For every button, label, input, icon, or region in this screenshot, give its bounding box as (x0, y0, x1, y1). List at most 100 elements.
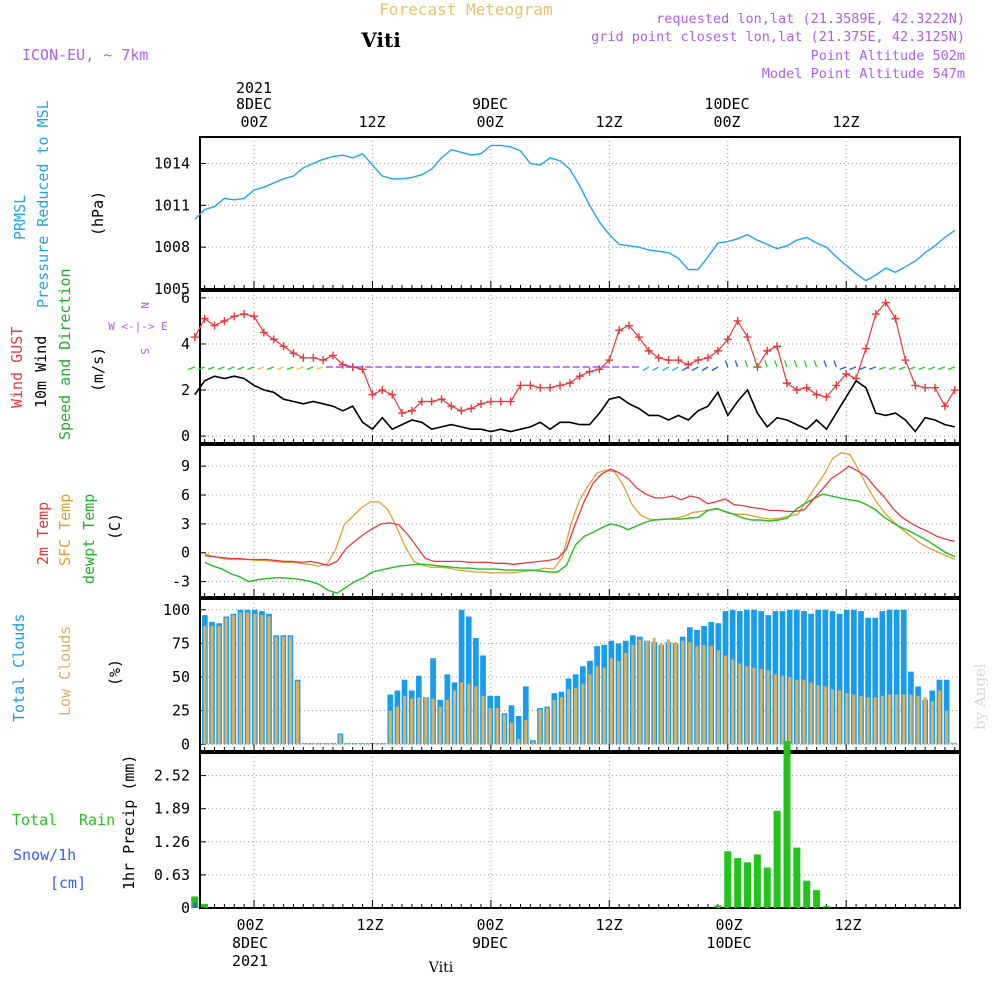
wind-direction-arrow (296, 366, 304, 371)
low-clouds-bar (873, 697, 877, 745)
wind-direction-arrow (672, 366, 679, 372)
low-clouds-bar (745, 666, 749, 745)
low-clouds-bar (602, 667, 606, 745)
temp-2m-line (204, 465, 955, 566)
low-clouds-bar (402, 695, 407, 745)
low-clouds-bar (638, 639, 642, 745)
wind-direction-arrow (257, 366, 265, 371)
wind-direction-arrow (813, 360, 818, 368)
low-clouds-bar (324, 742, 328, 745)
bottom-hour-label: 00Z (476, 916, 503, 934)
gust-line (194, 301, 956, 414)
low-clouds-bar (481, 695, 485, 745)
low-clouds-bar (880, 695, 884, 745)
low-clouds-bar (410, 698, 414, 745)
low-clouds-bar (609, 658, 613, 745)
panel-frame (199, 752, 961, 909)
y-tick-label: 100 (163, 601, 190, 619)
low-clouds-bar (210, 625, 214, 745)
gust-marker (457, 406, 466, 415)
gust-marker (555, 381, 564, 390)
wind-direction-arrow (803, 360, 808, 368)
bottom-day-label: 10DEC (706, 934, 751, 952)
wind-direction-arrow (681, 366, 689, 372)
low-clouds-bar (545, 707, 549, 745)
rain-bar (191, 896, 199, 908)
bottom-hour-label: 12Z (356, 916, 383, 934)
wind-direction-arrow (833, 360, 837, 368)
gust-marker (516, 381, 525, 390)
low-clouds-bar (360, 742, 364, 745)
low-clouds-bar (695, 646, 699, 745)
wind-direction-arrow (691, 366, 699, 372)
low-clouds-bar (331, 742, 335, 745)
low-clouds-bar (552, 699, 556, 745)
low-clouds-bar (452, 690, 457, 745)
low-clouds-bar (659, 643, 663, 745)
pressure-side-labels: PRMSL Pressure Reduced to MSL (hPa) (11, 100, 107, 308)
total-clouds-bar (843, 609, 850, 745)
gust-marker (486, 397, 495, 406)
low-clouds-bar (524, 720, 528, 745)
panel-frame (199, 598, 961, 752)
gust-marker (871, 310, 880, 319)
wind-direction-arrow (187, 366, 196, 371)
wind-direction-arrow (869, 366, 877, 371)
gust-marker (250, 312, 258, 321)
wind-direction-arrow (316, 366, 324, 371)
gust-marker (674, 356, 683, 365)
gust-marker (240, 310, 249, 319)
temp-unit-label: (C) (106, 513, 124, 540)
gust-marker (368, 390, 377, 399)
low-clouds-bar (845, 693, 849, 745)
bottom-hour-label: 00Z (236, 916, 263, 934)
low-clouds-bar (495, 707, 499, 745)
wind-direction-arrow (859, 366, 867, 371)
low-clouds-bar (738, 663, 742, 745)
y-tick-label: 75 (172, 634, 190, 652)
wind-direction-arrow (744, 360, 749, 368)
prmsl-label: PRMSL (11, 195, 29, 240)
low-clouds-bar (488, 707, 492, 745)
gust-marker (536, 383, 545, 392)
temp-2m-label: 2m Temp (34, 502, 52, 565)
total-clouds-bar (465, 616, 472, 745)
gust-marker (931, 383, 940, 392)
low-clouds-bar (788, 677, 792, 745)
compass-north: N (138, 302, 151, 309)
gust-marker (812, 390, 821, 399)
rain-bar (822, 905, 830, 908)
gust-marker (269, 335, 278, 344)
total-clouds-bar (879, 611, 886, 745)
low-clouds-label: Low Clouds (56, 626, 74, 716)
low-clouds-bar (217, 625, 221, 745)
low-clouds-bar (246, 612, 250, 745)
low-clouds-bar (317, 742, 321, 745)
rain-bar (714, 905, 722, 908)
low-clouds-bar (681, 640, 685, 745)
gust-marker (388, 390, 397, 399)
y-tick-label: 1.26 (154, 833, 190, 851)
low-clouds-bar (517, 738, 521, 745)
gust-marker (654, 353, 663, 362)
gust-marker (417, 397, 426, 406)
gust-marker (319, 356, 328, 365)
low-clouds-bar (887, 694, 892, 745)
low-clouds-bar (923, 697, 927, 745)
total-clouds-bar (865, 617, 871, 745)
total-clouds-bar (900, 609, 907, 745)
wind-direction-arrow (774, 360, 778, 368)
low-clouds-bar (731, 659, 735, 745)
total-clouds-bar (793, 609, 800, 745)
y-tick-label: 6 (181, 289, 190, 307)
low-clouds-bar (574, 687, 578, 745)
top-hour-label: 00Z (476, 113, 503, 131)
precip-unit-label: 1hr Precip (mm) (120, 755, 138, 890)
y-tick-label: 0 (181, 544, 190, 562)
rain-bar (734, 858, 742, 908)
snow-label: Snow/1h (13, 846, 76, 864)
wind-direction-arrow (711, 366, 719, 372)
y-tick-label: 2 (181, 381, 190, 399)
rain-bar (813, 890, 821, 908)
low-clouds-bar (723, 655, 728, 745)
